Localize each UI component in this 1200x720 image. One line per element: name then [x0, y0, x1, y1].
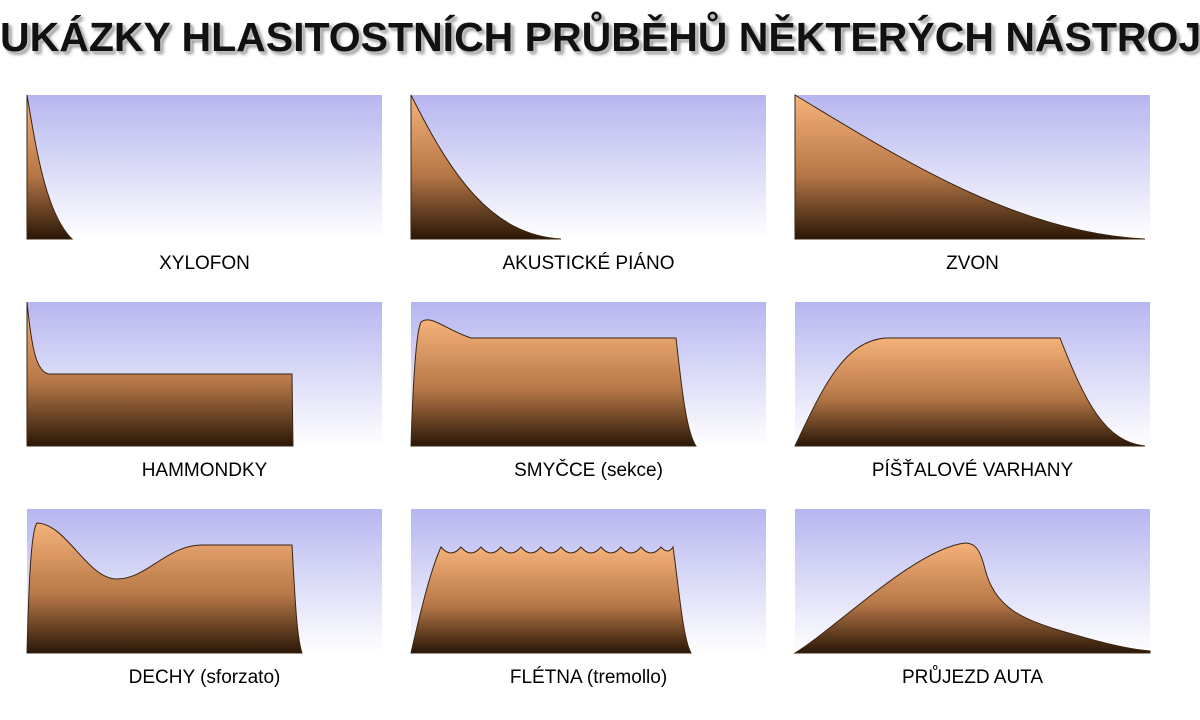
envelope-shape-zvon [794, 94, 1146, 240]
envelope-panel-varhany [794, 302, 1150, 447]
envelope-shape-smycce [410, 319, 697, 447]
panel-label-dechy: DECHY (sforzato) [128, 667, 281, 688]
envelope-panel-auto [793, 509, 1151, 654]
envelope-panel-fletna [410, 509, 766, 654]
panel-label-zvon: ZVON [946, 253, 999, 274]
envelope-shape-varhany [794, 337, 1146, 447]
envelope-shape-piano [410, 94, 562, 240]
envelope-shape-hammondky [26, 301, 294, 447]
envelope-panel-xylofon [26, 94, 382, 240]
panel-label-auto: PRŮJEZD AUTA [901, 667, 1044, 688]
panel-label-smycce: SMYČCE (sekce) [514, 460, 663, 481]
envelope-shape-dechy [26, 522, 303, 654]
envelope-graph-zvon [794, 94, 1150, 240]
envelope-shape-auto [793, 542, 1151, 654]
panel-label-varhany: PÍŠŤALOVÉ VARHANY [871, 460, 1074, 481]
envelope-panel-hammondky [26, 301, 382, 447]
envelope-graph-xylofon [26, 94, 382, 240]
envelope-graph-dechy [26, 509, 382, 654]
page-title: UKÁZKY HLASITOSTNÍCH PRŮBĚHŮ NĚKTERÝCH N… [0, 14, 1200, 60]
envelope-graph-varhany [794, 302, 1150, 447]
envelope-graph-piano [410, 94, 766, 240]
envelope-shape-xylofon [26, 94, 74, 240]
panel-label-hammondky: HAMMONDKY [141, 460, 268, 481]
panel-label-piano: AKUSTICKÉ PIÁNO [502, 253, 675, 274]
envelope-panel-dechy [26, 509, 382, 654]
envelope-graph-smycce [410, 302, 766, 447]
envelope-panel-smycce [410, 302, 766, 447]
envelope-shape-fletna [410, 545, 692, 654]
panel-label-fletna: FLÉTNA (tremollo) [509, 667, 668, 688]
envelope-graph-auto [793, 509, 1151, 654]
panel-label-xylofon: XYLOFON [159, 253, 250, 274]
envelope-graph-fletna [410, 509, 766, 654]
envelope-panel-zvon [794, 94, 1150, 240]
envelope-panel-piano [410, 94, 766, 240]
envelope-graph-hammondky [26, 301, 382, 447]
